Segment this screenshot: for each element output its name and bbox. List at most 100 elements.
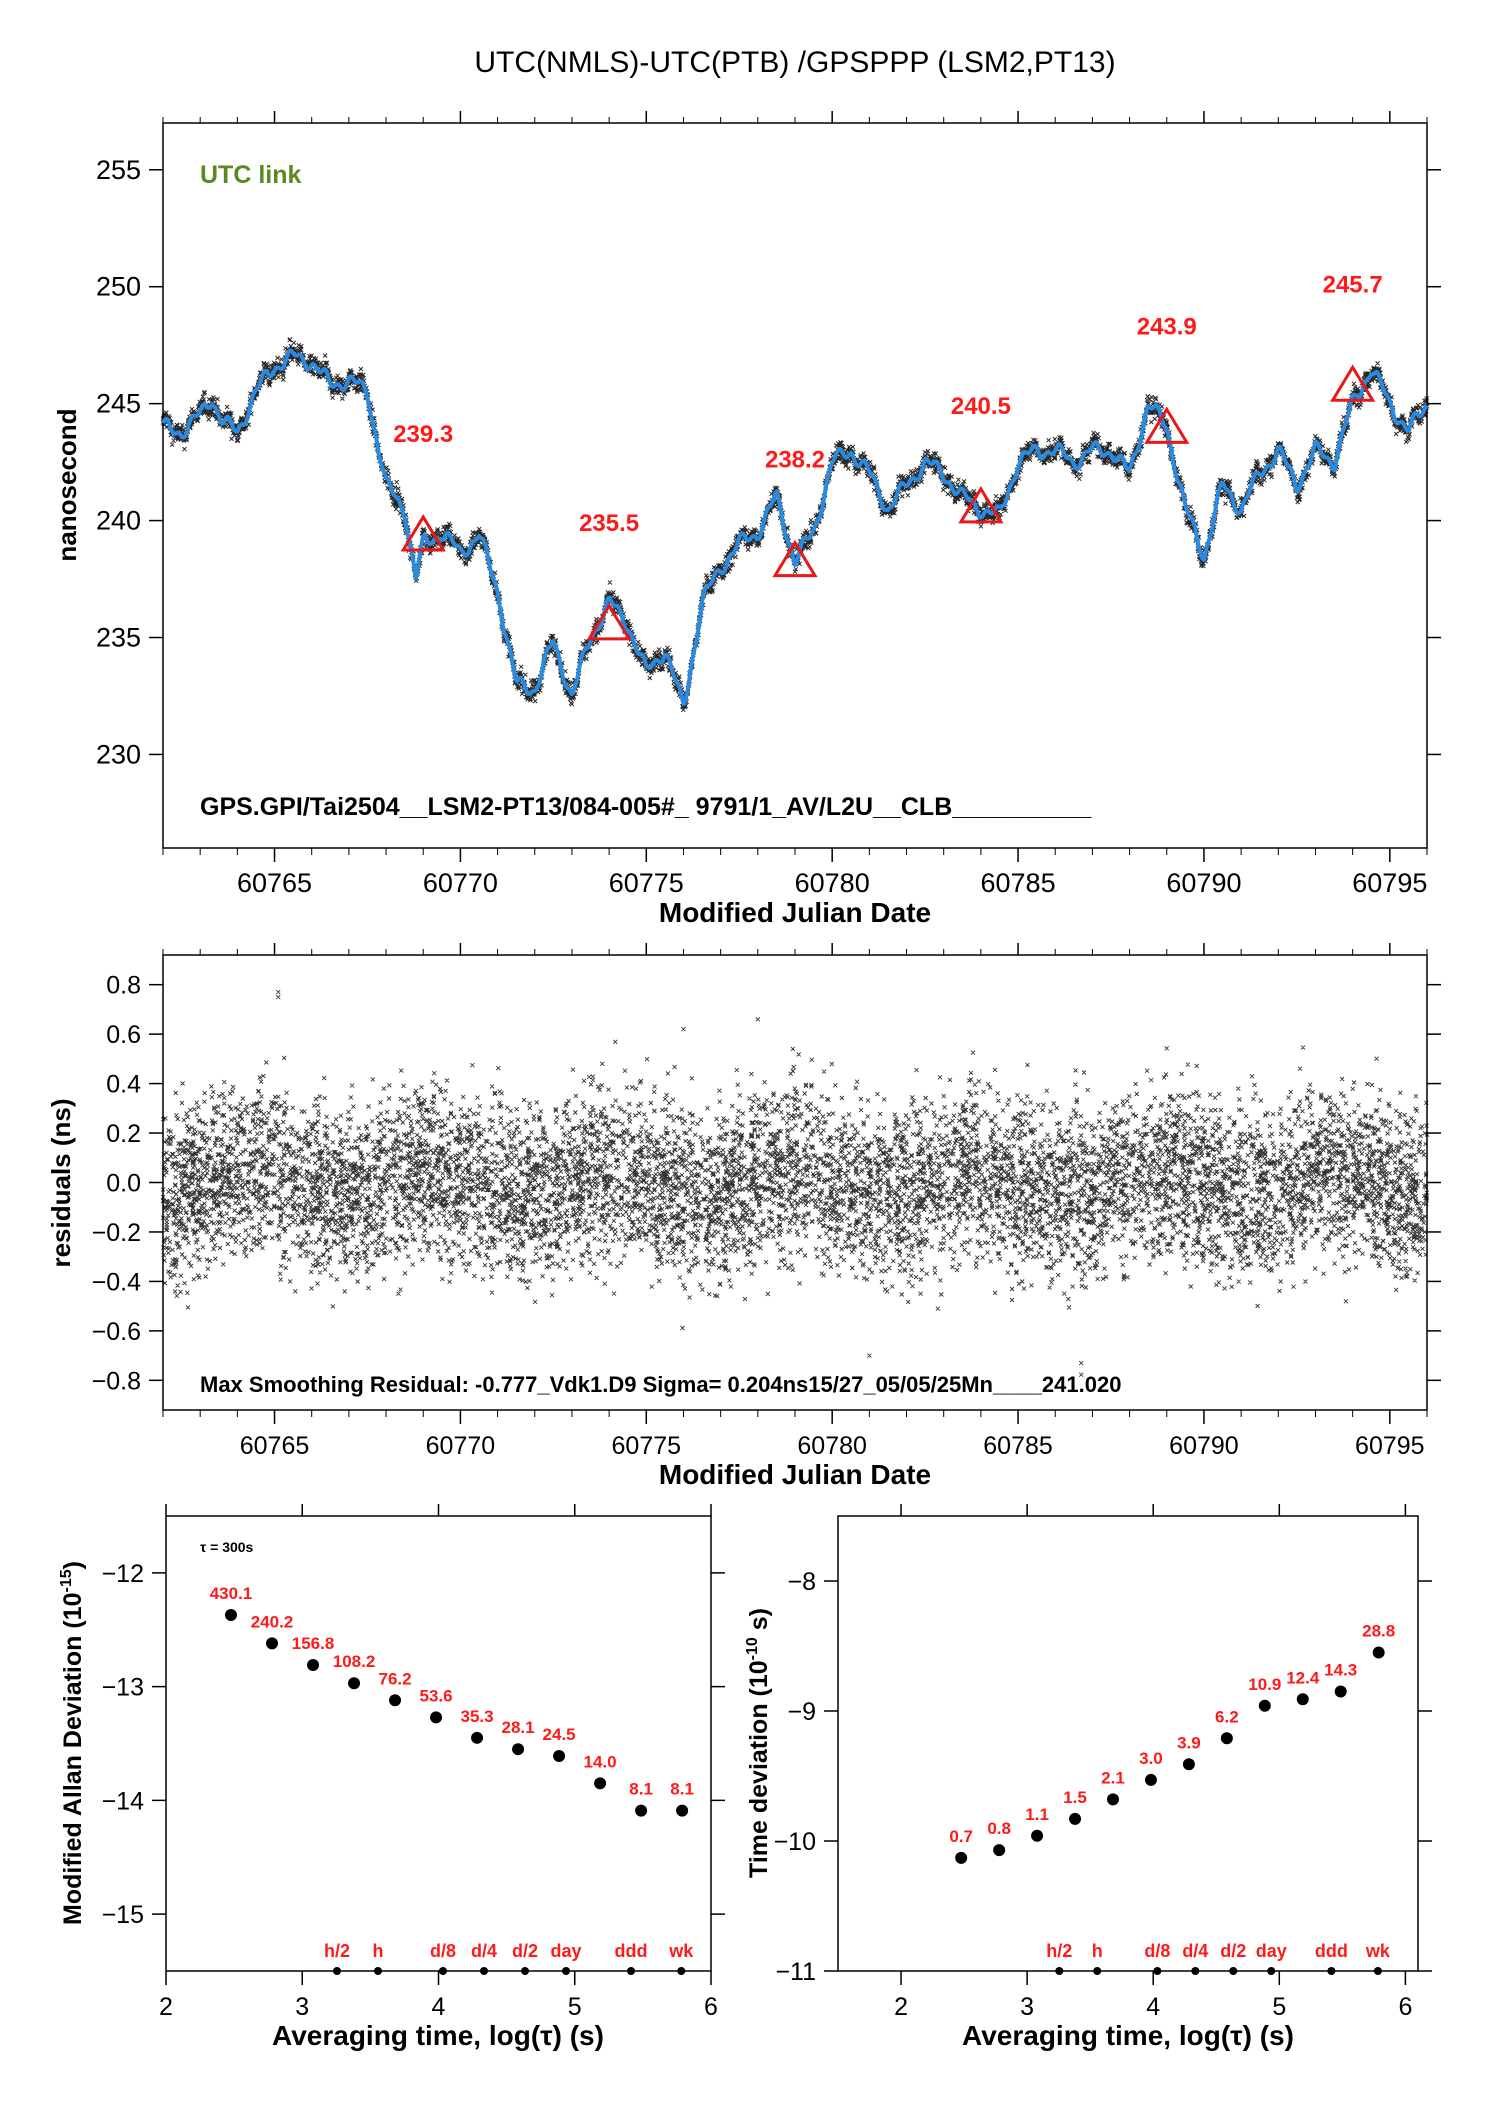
time-series-panel: UTC link GPS.GPI/Tai2504__LSM2-PT13/084-… — [52, 111, 1441, 928]
scale-mark-dot — [332, 1967, 341, 1975]
scale-mark-label: day — [551, 1941, 582, 1961]
mdev-ylabel-main: Modified Allan Deviation (10 — [59, 1593, 87, 1925]
scale-mark-label: h/2 — [1046, 1941, 1072, 1961]
scale-mark-dot — [374, 1967, 383, 1975]
deviation-point-label: 1.5 — [1063, 1788, 1087, 1807]
tdev-xlabel: Averaging time, log(τ) (s) — [962, 2020, 1294, 2051]
y-tick-label: 250 — [96, 272, 141, 302]
deviation-point — [993, 1844, 1006, 1857]
deviation-point-label: 76.2 — [378, 1669, 411, 1688]
marker-value-label: 245.7 — [1323, 271, 1383, 298]
scale-mark-label: wk — [1365, 1941, 1391, 1961]
x-tick-label: 5 — [568, 1993, 582, 2021]
scale-mark-label: h — [1092, 1941, 1103, 1961]
marker-value-label: 240.5 — [951, 393, 1011, 420]
y-tick-label: −0.4 — [92, 1268, 141, 1296]
scale-mark-label: wk — [668, 1941, 694, 1961]
mdev-ylabel: Modified Allan Deviation (10-15) — [58, 1561, 87, 1925]
deviation-point — [1182, 1758, 1195, 1771]
scale-mark-dot — [627, 1967, 636, 1975]
deviation-point — [1106, 1793, 1119, 1806]
x-tick-label: 6 — [704, 1993, 718, 2021]
deviation-point — [1296, 1693, 1309, 1706]
marker-triangle — [586, 602, 632, 641]
deviation-point-label: 3.9 — [1177, 1733, 1201, 1752]
scale-mark-dot — [1373, 1967, 1382, 1975]
x-tick-label: 60765 — [240, 1432, 310, 1460]
y-tick-label: −12 — [102, 1560, 144, 1588]
x-tick-label: 60785 — [981, 868, 1056, 898]
y-tick-label: −0.6 — [92, 1318, 141, 1346]
x-tick-label: 6 — [1398, 1993, 1412, 2021]
y-tick-label: −10 — [774, 1828, 816, 1856]
marker-triangle — [400, 514, 446, 552]
figure-title: UTC(NMLS)-UTC(PTB) /GPSPPP (LSM2,PT13) — [474, 46, 1115, 79]
time-series-info: GPS.GPI/Tai2504__LSM2-PT13/084-005#_ 979… — [200, 793, 1092, 821]
utc-link-tag: UTC link — [200, 161, 301, 189]
residuals-xlabel: Modified Julian Date — [659, 1459, 931, 1490]
deviation-point-label: 108.2 — [333, 1652, 376, 1671]
residuals-info: Max Smoothing Residual: -0.777_Vdk1.D9 S… — [200, 1372, 1121, 1397]
scale-mark-label: d/4 — [1182, 1941, 1208, 1961]
x-tick-label: 60770 — [426, 1432, 496, 1460]
time-series-points — [160, 337, 1430, 713]
deviation-point — [553, 1750, 566, 1763]
deviation-point-label: 12.4 — [1286, 1668, 1320, 1687]
scale-mark-label: ddd — [615, 1941, 648, 1961]
y-tick-label: 0.6 — [106, 1021, 141, 1049]
scale-mark-dot — [1229, 1967, 1238, 1975]
tdev-panel: Averaging time, log(τ) (s) Time deviatio… — [744, 1504, 1432, 2051]
marker-value-label: 235.5 — [579, 510, 639, 537]
scale-mark-dot — [562, 1967, 571, 1975]
deviation-point — [635, 1804, 648, 1817]
y-tick-label: −15 — [102, 1901, 144, 1929]
deviation-point-label: 24.5 — [543, 1725, 576, 1744]
deviation-point — [512, 1743, 525, 1756]
x-tick-label: 60765 — [237, 868, 312, 898]
mdev-xlabel: Averaging time, log(τ) (s) — [272, 2020, 604, 2051]
deviation-point — [471, 1731, 484, 1744]
residuals-ylabel: residuals (ns) — [46, 1098, 76, 1267]
deviation-point — [1220, 1732, 1233, 1745]
scale-mark-dot — [521, 1967, 530, 1975]
deviation-point — [1069, 1812, 1082, 1825]
deviation-point-label: 0.7 — [949, 1827, 973, 1846]
deviation-point-label: 3.0 — [1139, 1749, 1163, 1768]
residual-point-marks — [160, 989, 1430, 1377]
deviation-point-label: 14.0 — [584, 1752, 617, 1771]
x-tick-label: 4 — [432, 1993, 446, 2021]
deviation-point — [266, 1637, 279, 1650]
scale-mark-label: h — [373, 1941, 384, 1961]
tdev-ylabel: Time deviation (10-10 s) — [744, 1608, 773, 1878]
deviation-point-label: 430.1 — [210, 1584, 253, 1603]
scale-mark-label: d/2 — [512, 1941, 538, 1961]
marker-value-label: 239.3 — [393, 421, 453, 448]
y-tick-label: 0.0 — [106, 1170, 141, 1198]
deviation-point-label: 156.8 — [292, 1634, 335, 1653]
y-tick-label: −0.8 — [92, 1367, 141, 1395]
tdev-ylabel-main: Time deviation (10 — [745, 1660, 773, 1878]
deviation-point — [1334, 1685, 1347, 1698]
mdev-note: τ = 300s — [200, 1539, 254, 1555]
y-tick-label: 235 — [96, 623, 141, 653]
deviation-point — [307, 1659, 320, 1672]
y-tick-label: 0.8 — [106, 972, 141, 1000]
deviation-point-label: 10.9 — [1248, 1675, 1281, 1694]
x-tick-label: 60795 — [1352, 868, 1427, 898]
scale-mark-label: d/2 — [1220, 1941, 1246, 1961]
scale-mark-dot — [1093, 1967, 1102, 1975]
deviation-point — [389, 1694, 402, 1707]
x-tick-label: 60790 — [1169, 1432, 1239, 1460]
scale-mark-dot — [1153, 1967, 1162, 1975]
deviation-point-label: 35.3 — [461, 1707, 494, 1726]
residuals-panel: Max Smoothing Residual: -0.777_Vdk1.D9 S… — [46, 943, 1441, 1490]
y-tick-label: −14 — [102, 1787, 145, 1815]
marker-triangle — [1144, 406, 1190, 444]
x-tick-label: 60775 — [609, 868, 684, 898]
y-tick-label: −9 — [787, 1698, 816, 1726]
scale-mark-label: d/4 — [471, 1941, 497, 1961]
x-tick-label: 60790 — [1166, 868, 1241, 898]
scale-mark-label: d/8 — [430, 1941, 456, 1961]
tdev-frame — [837, 1515, 1419, 1972]
scale-mark-dot — [1191, 1967, 1200, 1975]
